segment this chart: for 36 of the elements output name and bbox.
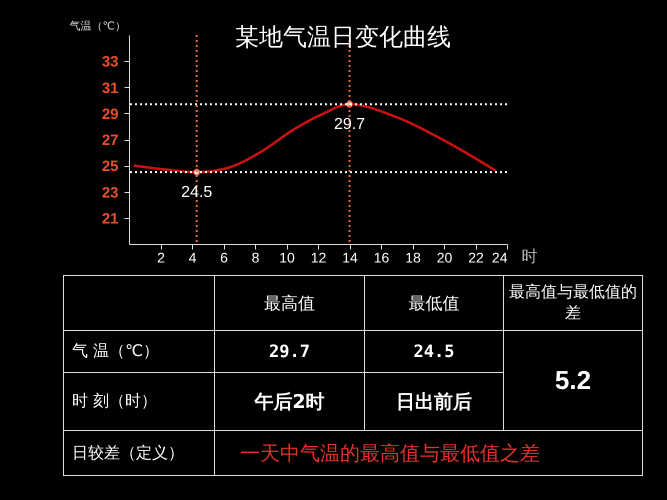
y-tick-label: 29 xyxy=(102,106,118,123)
x-tick-label: 14 xyxy=(342,250,358,266)
text: 最高值 xyxy=(214,276,364,330)
text: 最高值与最低值的差 xyxy=(504,276,642,330)
y-tick-label: 23 xyxy=(102,184,118,202)
x-tick-label: 4 xyxy=(188,250,197,266)
y-tick-label: 33 xyxy=(102,54,118,71)
text: 时 刻（时） xyxy=(64,372,214,430)
y-tick-label: 27 xyxy=(102,132,118,149)
annotation: 24.5 xyxy=(181,184,212,202)
text: 一天中气温的最高值与最低值之差 xyxy=(214,430,642,476)
y-tick-label: 21 xyxy=(102,210,118,228)
text: 日较差（定义） xyxy=(64,430,214,476)
text: 日出前后 xyxy=(364,372,504,430)
y-tick-label: 31 xyxy=(102,80,118,97)
x-tick-label: 24 xyxy=(492,250,508,266)
text: 午后2时 xyxy=(214,372,364,430)
annotation: 29.7 xyxy=(334,116,366,134)
x-tick-label: 16 xyxy=(374,250,390,266)
text: 24.5 xyxy=(364,330,504,372)
text: 最低值 xyxy=(364,276,504,330)
chart-title: 某地气温日变化曲线 xyxy=(235,23,451,51)
x-tick-label: 18 xyxy=(405,250,421,266)
text: 29.7 xyxy=(214,330,364,372)
x-tick-label: 20 xyxy=(436,250,452,266)
y-tick-label: 25 xyxy=(102,158,118,176)
x-tick-label: 8 xyxy=(252,250,260,266)
x-axis-title: 时 xyxy=(522,246,538,266)
x-tick-label: 6 xyxy=(220,250,228,266)
y-axis-title: 气温（℃） xyxy=(70,20,126,32)
text: 5.2 xyxy=(504,330,642,430)
text: 气 温（℃） xyxy=(64,330,214,372)
x-tick-label: 10 xyxy=(279,250,295,266)
x-tick-label: 12 xyxy=(310,250,326,266)
x-tick-label: 22 xyxy=(468,250,484,266)
x-tick-label: 2 xyxy=(157,250,166,266)
